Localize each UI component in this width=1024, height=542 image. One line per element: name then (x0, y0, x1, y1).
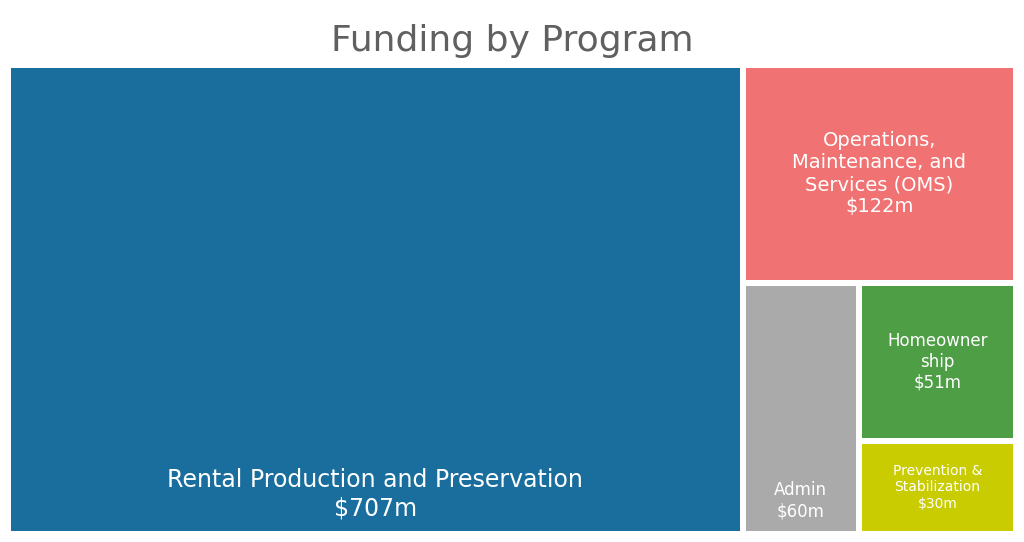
Text: Homeowner
ship
$51m: Homeowner ship $51m (887, 332, 988, 391)
FancyBboxPatch shape (745, 68, 1013, 280)
Text: Funding by Program: Funding by Program (331, 24, 693, 59)
Text: Rental Production and Preservation
$707m: Rental Production and Preservation $707m (167, 468, 584, 520)
Text: Admin
$60m: Admin $60m (774, 481, 827, 520)
Text: Prevention &
Stabilization
$30m: Prevention & Stabilization $30m (893, 464, 982, 511)
FancyBboxPatch shape (11, 68, 739, 531)
FancyBboxPatch shape (862, 286, 1013, 438)
FancyBboxPatch shape (745, 286, 856, 531)
FancyBboxPatch shape (862, 444, 1013, 531)
Text: Operations,
Maintenance, and
Services (OMS)
$122m: Operations, Maintenance, and Services (O… (793, 131, 967, 216)
